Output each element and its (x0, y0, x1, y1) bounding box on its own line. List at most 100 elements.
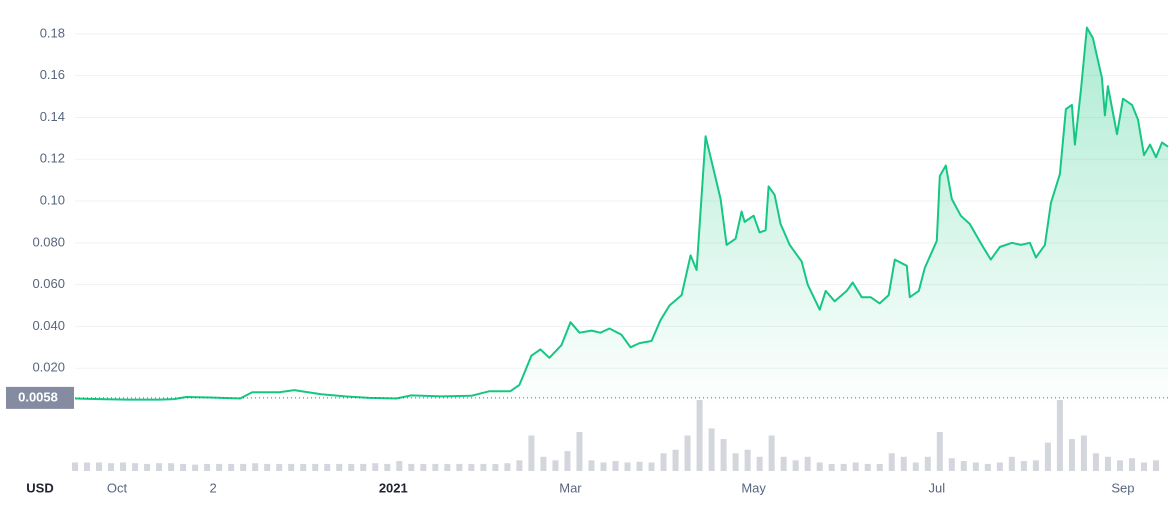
volume-bar (756, 456, 763, 471)
volume-bar (1020, 461, 1027, 471)
volume-bar (252, 463, 259, 471)
x-tick-label: May (741, 480, 766, 495)
volume-bar (444, 463, 451, 471)
volume-bar (636, 461, 643, 471)
volume-bar (468, 463, 475, 471)
volume-bar (396, 461, 403, 471)
volume-bar (852, 462, 859, 471)
volume-bar (240, 463, 247, 471)
volume-bar (360, 463, 367, 471)
y-tick-label: 0.14 (40, 109, 65, 124)
volume-bar (432, 463, 439, 471)
volume-bar (972, 462, 979, 471)
volume-bar (276, 463, 283, 471)
volume-bar (984, 463, 991, 471)
volume-bar (648, 462, 655, 471)
x-tick-label: Sep (1111, 480, 1134, 495)
y-tick-label: 0.16 (40, 67, 65, 82)
x-tick-label: Oct (107, 480, 128, 495)
volume-bar (1080, 435, 1087, 471)
volume-bar (408, 463, 415, 471)
volume-bar (792, 460, 799, 471)
volume-bar (1068, 439, 1075, 471)
volume-bar (564, 451, 571, 471)
volume-bar (1116, 460, 1123, 471)
volume-bar (540, 456, 547, 471)
volume-bar (720, 439, 727, 471)
volume-bar (1152, 460, 1159, 471)
volume-bar (1140, 462, 1147, 471)
volume-bar (144, 463, 151, 471)
volume-bar (864, 463, 871, 471)
volume-bar (828, 463, 835, 471)
volume-bar (888, 453, 895, 471)
y-tick-label: 0.020 (32, 360, 65, 375)
volume-bar (1128, 458, 1135, 471)
volume-bar (684, 435, 691, 471)
y-tick-label: 0.040 (32, 318, 65, 333)
volume-bar (936, 431, 943, 471)
volume-bar (1032, 460, 1039, 471)
y-tick-label: 0.12 (40, 151, 65, 166)
volume-bar (384, 463, 391, 471)
y-tick-label: 0.060 (32, 276, 65, 291)
volume-bar (924, 456, 931, 471)
volume-bar (552, 460, 559, 471)
volume-bar (132, 463, 139, 471)
price-line (74, 26, 1169, 401)
x-tick-label: Jul (928, 480, 945, 495)
y-tick-label: 0.18 (40, 25, 65, 40)
volume-bar (216, 463, 223, 471)
volume-bar (732, 453, 739, 471)
volume-bar (528, 435, 535, 471)
volume-bar (816, 462, 823, 471)
volume-bar (288, 463, 295, 471)
volume-bar (960, 461, 967, 471)
volume-bar (576, 431, 583, 471)
price-label-box (6, 386, 74, 409)
volume-bar (480, 463, 487, 471)
volume-bar (1056, 400, 1063, 471)
volume-bar (696, 400, 703, 471)
volume-bar (192, 464, 199, 471)
volume-bar (948, 458, 955, 471)
volume-bar (420, 463, 427, 471)
volume-bar (1104, 456, 1111, 471)
volume-bar (72, 462, 78, 471)
volume-bar (588, 460, 595, 471)
volume-bar (672, 449, 679, 471)
x-tick-label: 2021 (379, 480, 408, 495)
volume-bar (204, 463, 211, 471)
price-area (75, 27, 1168, 410)
volume-bar (660, 453, 667, 471)
volume-bar (492, 463, 499, 471)
volume-bar (312, 463, 319, 471)
volume-bar (372, 463, 379, 471)
volume-bar (156, 463, 163, 471)
volume-bar (516, 460, 523, 471)
volume-bar (804, 456, 811, 471)
volume-bar (1008, 456, 1015, 471)
volume-bar (876, 463, 883, 471)
volume-bar (996, 462, 1003, 471)
price-label: 0.0058 (18, 389, 58, 404)
volume-bar (264, 463, 271, 471)
volume-bar (96, 462, 103, 471)
y-tick-label: 0.10 (40, 192, 65, 207)
volume-bar (840, 463, 847, 471)
volume-bar (1044, 442, 1051, 471)
volume-bar (900, 456, 907, 471)
volume-bar (1092, 453, 1099, 471)
volume-bar (456, 463, 463, 471)
volume-bar (744, 449, 751, 471)
volume-bar (780, 456, 787, 471)
volume-bar (228, 463, 235, 471)
volume-bar (180, 463, 187, 471)
volume-bar (912, 462, 919, 471)
y-tick-label: 0.080 (32, 234, 65, 249)
volume-bar (336, 463, 343, 471)
volume-bar (504, 463, 511, 471)
volume-bar (612, 461, 619, 471)
currency-label: USD (26, 480, 53, 495)
